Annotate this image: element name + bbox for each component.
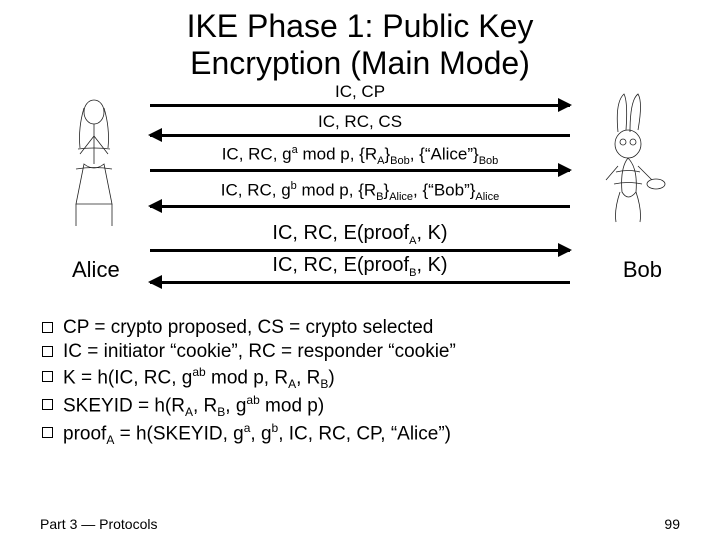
- bullet-icon: [42, 322, 53, 333]
- arrow-left-icon: [150, 205, 570, 208]
- arrow-right-icon: [150, 249, 570, 252]
- message-2-label: IC, RC, CS: [318, 112, 402, 132]
- message-1-label: IC, CP: [335, 82, 385, 102]
- message-5-label: IC, RC, E(proofA, K): [272, 222, 447, 247]
- message-3-label: IC, RC, ga mod p, {RA}Bob, {“Alice”}Bob: [222, 144, 499, 167]
- title-line-1: IKE Phase 1: Public Key: [187, 8, 534, 44]
- page-number: 99: [664, 516, 680, 532]
- alice-label: Alice: [72, 257, 120, 283]
- bullet-1: CP = crypto proposed, CS = crypto select…: [63, 316, 433, 340]
- bullet-3: K = h(IC, RC, gab mod p, RA, RB): [63, 365, 335, 392]
- bullet-icon: [42, 346, 53, 357]
- bullet-icon: [42, 371, 53, 382]
- definitions-list: CP = crypto proposed, CS = crypto select…: [0, 316, 720, 449]
- message-1: IC, CP: [150, 82, 570, 107]
- title-line-2: Encryption (Main Mode): [190, 45, 530, 81]
- bullet-2: IC = initiator “cookie”, RC = responder …: [63, 340, 456, 364]
- list-item: IC = initiator “cookie”, RC = responder …: [42, 340, 678, 364]
- bob-label: Bob: [623, 257, 662, 283]
- message-2: IC, RC, CS: [150, 112, 570, 137]
- list-item: SKEYID = h(RA, RB, gab mod p): [42, 393, 678, 420]
- message-4: IC, RC, gb mod p, {RB}Alice, {“Bob”}Alic…: [150, 180, 570, 208]
- arrow-right-icon: [150, 169, 570, 172]
- message-4-label: IC, RC, gb mod p, {RB}Alice, {“Bob”}Alic…: [221, 180, 500, 203]
- message-3: IC, RC, ga mod p, {RA}Bob, {“Alice”}Bob: [150, 144, 570, 172]
- list-item: K = h(IC, RC, gab mod p, RA, RB): [42, 365, 678, 392]
- arrow-right-icon: [150, 104, 570, 107]
- list-item: CP = crypto proposed, CS = crypto select…: [42, 316, 678, 340]
- message-6-label: IC, RC, E(proofB, K): [272, 254, 447, 279]
- bullet-icon: [42, 399, 53, 410]
- bullet-5: proofA = h(SKEYID, ga, gb, IC, RC, CP, “…: [63, 421, 451, 448]
- bob-image: [590, 92, 680, 232]
- slide-footer: Part 3 — Protocols 99: [40, 516, 680, 532]
- footer-left: Part 3 — Protocols: [40, 516, 158, 532]
- slide-title: IKE Phase 1: Public Key Encryption (Main…: [0, 0, 720, 82]
- alice-image: [58, 94, 130, 229]
- list-item: proofA = h(SKEYID, ga, gb, IC, RC, CP, “…: [42, 421, 678, 448]
- bullet-icon: [42, 427, 53, 438]
- protocol-diagram: Alice Bob IC, CP IC, RC, CS IC, RC, ga m…: [0, 82, 720, 312]
- arrow-left-icon: [150, 281, 570, 284]
- arrow-left-icon: [150, 134, 570, 137]
- message-6: IC, RC, E(proofB, K): [150, 254, 570, 284]
- message-5: IC, RC, E(proofA, K): [150, 222, 570, 252]
- bullet-4: SKEYID = h(RA, RB, gab mod p): [63, 393, 324, 420]
